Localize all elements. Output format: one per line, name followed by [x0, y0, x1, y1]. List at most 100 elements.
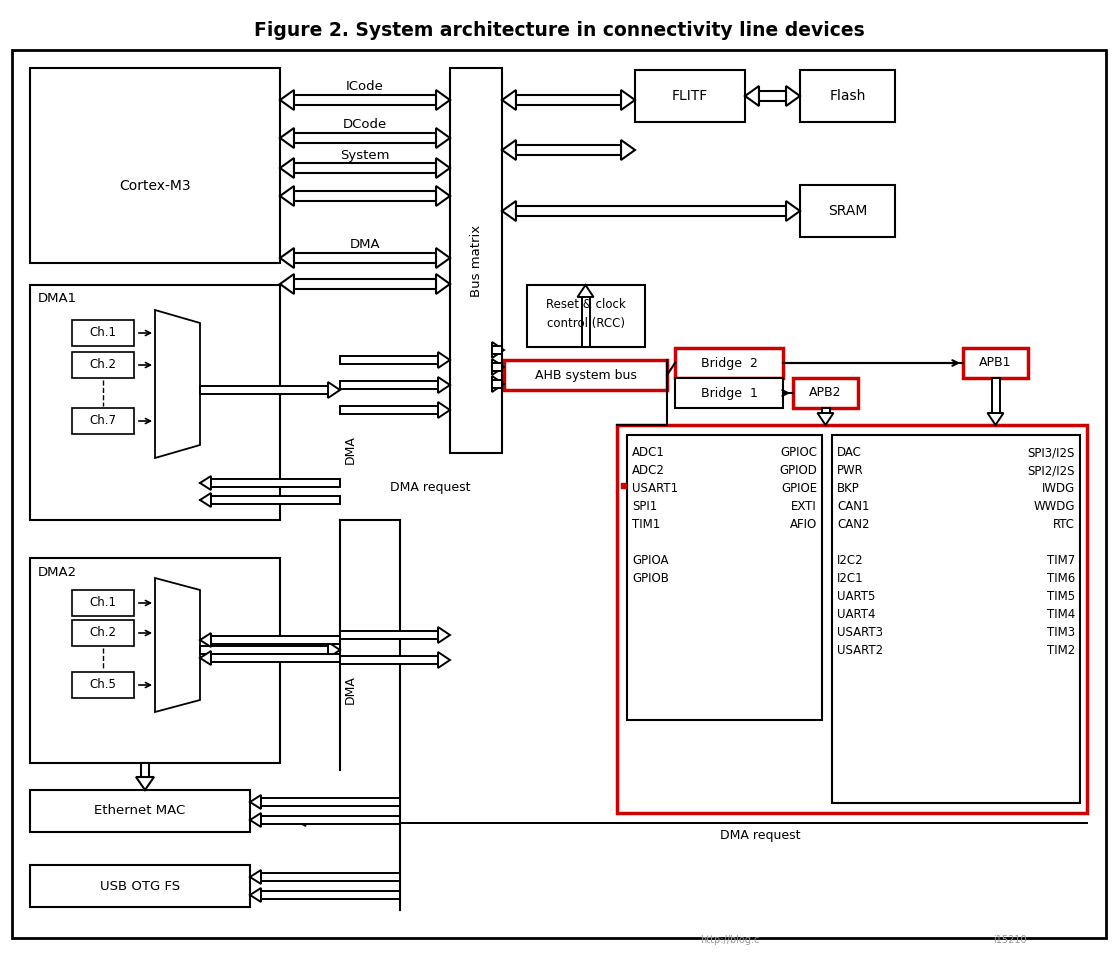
Text: TIM4: TIM4 — [1046, 609, 1075, 621]
Bar — [72, 352, 134, 378]
Text: System: System — [340, 149, 389, 161]
Polygon shape — [328, 642, 340, 658]
Text: Bridge  1: Bridge 1 — [700, 387, 758, 399]
Text: TIM6: TIM6 — [1046, 572, 1075, 586]
Polygon shape — [280, 186, 294, 206]
Text: GPIOB: GPIOB — [632, 572, 669, 586]
Text: BKP: BKP — [837, 483, 859, 495]
Polygon shape — [492, 376, 504, 392]
Text: APB2: APB2 — [809, 387, 841, 399]
Text: AHB system bus: AHB system bus — [535, 369, 637, 381]
Text: Cortex-M3: Cortex-M3 — [120, 179, 191, 193]
Polygon shape — [436, 128, 450, 148]
Polygon shape — [261, 891, 399, 899]
Bar — [800, 185, 895, 237]
Polygon shape — [340, 631, 438, 639]
Text: DAC: DAC — [837, 446, 862, 460]
Bar — [793, 378, 858, 408]
Polygon shape — [261, 873, 399, 881]
Polygon shape — [436, 186, 450, 206]
Text: DMA request: DMA request — [389, 482, 470, 494]
Polygon shape — [280, 248, 294, 268]
Polygon shape — [492, 363, 502, 371]
Polygon shape — [991, 378, 999, 413]
Text: GPIOC: GPIOC — [780, 446, 817, 460]
Text: EXTI: EXTI — [791, 500, 817, 514]
Polygon shape — [438, 652, 450, 668]
Polygon shape — [211, 654, 340, 662]
Polygon shape — [745, 86, 759, 106]
Bar — [30, 790, 250, 832]
Polygon shape — [516, 206, 786, 216]
Text: ICode: ICode — [346, 80, 384, 92]
Polygon shape — [250, 888, 261, 902]
Text: GPIOE: GPIOE — [781, 483, 817, 495]
Text: Ch.7: Ch.7 — [90, 415, 116, 427]
Text: IWDG: IWDG — [1042, 483, 1075, 495]
Polygon shape — [340, 406, 438, 414]
Text: control (RCC): control (RCC) — [547, 317, 626, 329]
Text: ADC1: ADC1 — [632, 446, 665, 460]
Polygon shape — [280, 274, 294, 294]
Polygon shape — [438, 352, 450, 368]
Text: I2C2: I2C2 — [837, 555, 864, 567]
Polygon shape — [759, 91, 786, 101]
Polygon shape — [211, 496, 340, 504]
Text: CAN2: CAN2 — [837, 518, 869, 532]
Polygon shape — [294, 191, 436, 201]
Polygon shape — [137, 777, 154, 790]
Text: USART3: USART3 — [837, 627, 883, 639]
Polygon shape — [294, 279, 436, 289]
Text: ADC2: ADC2 — [632, 465, 665, 477]
Polygon shape — [328, 382, 340, 398]
Text: I2C1: I2C1 — [837, 572, 864, 586]
Polygon shape — [211, 636, 340, 644]
Text: TIM2: TIM2 — [1046, 644, 1075, 658]
Bar — [627, 435, 822, 720]
Polygon shape — [211, 479, 340, 487]
Bar — [800, 70, 895, 122]
Text: Flash: Flash — [829, 89, 866, 103]
Text: DMA: DMA — [344, 436, 357, 465]
Polygon shape — [294, 133, 436, 143]
Text: SRAM: SRAM — [828, 204, 867, 218]
Text: SPI2/I2S: SPI2/I2S — [1027, 465, 1075, 477]
Polygon shape — [280, 90, 294, 110]
Polygon shape — [492, 359, 504, 375]
Text: TIM5: TIM5 — [1047, 590, 1075, 604]
Polygon shape — [200, 493, 211, 507]
Bar — [450, 68, 502, 453]
Polygon shape — [141, 763, 149, 777]
Text: Ch.5: Ch.5 — [90, 679, 116, 691]
Text: TIM1: TIM1 — [632, 518, 660, 532]
Text: WWDG: WWDG — [1034, 500, 1075, 514]
Polygon shape — [987, 413, 1004, 425]
Bar — [621, 483, 626, 488]
Text: USART2: USART2 — [837, 644, 883, 658]
Polygon shape — [250, 870, 261, 884]
Text: i15210: i15210 — [994, 935, 1027, 945]
Text: Ch.2: Ch.2 — [90, 627, 116, 639]
Bar — [72, 672, 134, 698]
Polygon shape — [818, 413, 834, 425]
Bar — [617, 425, 1087, 813]
Bar — [72, 408, 134, 434]
Polygon shape — [502, 201, 516, 221]
Text: DMA2: DMA2 — [38, 565, 77, 579]
Polygon shape — [786, 201, 800, 221]
Polygon shape — [436, 248, 450, 268]
Bar — [675, 348, 783, 378]
Text: Bus matrix: Bus matrix — [470, 225, 482, 297]
Bar — [72, 320, 134, 346]
Bar — [30, 558, 280, 763]
Polygon shape — [294, 163, 436, 173]
Text: Ch.2: Ch.2 — [90, 358, 116, 372]
Text: SPI3/I2S: SPI3/I2S — [1027, 446, 1075, 460]
Bar — [833, 435, 1080, 803]
Polygon shape — [200, 386, 328, 394]
Bar — [634, 70, 745, 122]
Text: Ch.1: Ch.1 — [90, 596, 116, 610]
Bar — [504, 360, 667, 390]
Polygon shape — [280, 158, 294, 178]
Polygon shape — [294, 253, 436, 263]
